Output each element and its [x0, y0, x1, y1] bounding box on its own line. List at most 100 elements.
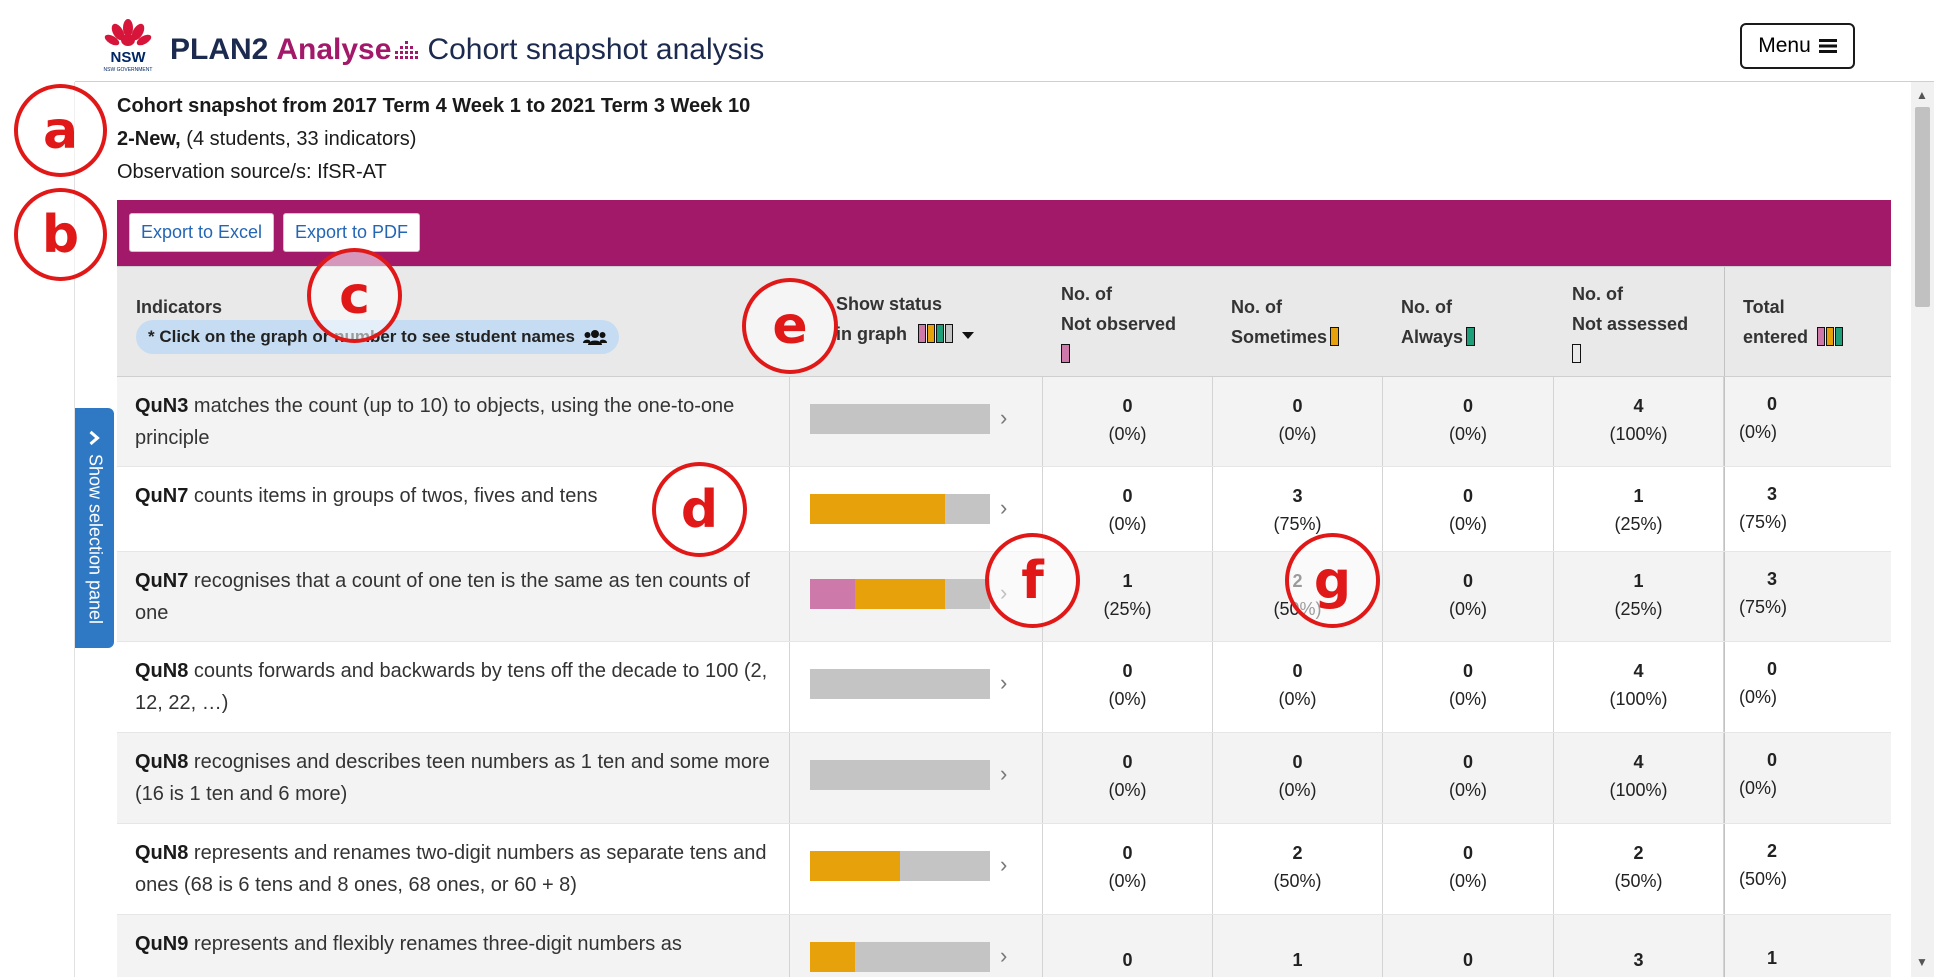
sometimes-percent[interactable]: (50%) [1273, 871, 1322, 891]
not-assessed-count[interactable]: 3 [1633, 950, 1644, 970]
not-assessed-cell[interactable]: 1 (25%) [1554, 467, 1724, 551]
status-bar-segment-not-assessed[interactable] [900, 851, 990, 881]
status-bar-segment-sometimes[interactable] [810, 851, 900, 881]
not-assessed-percent[interactable]: (50%) [1614, 871, 1663, 891]
always-percent[interactable]: (0%) [1448, 514, 1487, 534]
not-observed-count[interactable]: 0 [1122, 752, 1133, 772]
sometimes-count[interactable]: 1 [1292, 950, 1303, 970]
export-excel-button[interactable]: Export to Excel [129, 213, 275, 252]
not-observed-count[interactable]: 0 [1122, 486, 1133, 506]
chevron-right-icon[interactable]: › [1000, 761, 1008, 786]
not-observed-cell[interactable]: 0 (0%) [1043, 642, 1213, 732]
not-observed-cell[interactable]: 0 (0%) [1043, 467, 1213, 551]
not-assessed-count[interactable]: 4 [1633, 661, 1644, 681]
always-count[interactable]: 0 [1462, 843, 1473, 863]
always-percent[interactable]: (0%) [1448, 689, 1487, 709]
sometimes-cell[interactable]: 0 (0%) [1213, 642, 1383, 732]
status-graph-cell[interactable]: › [790, 915, 1043, 977]
show-selection-panel-tab[interactable]: Show selection panel [75, 408, 114, 648]
status-bar[interactable] [810, 494, 990, 524]
status-bar[interactable] [810, 404, 990, 434]
not-observed-percent[interactable]: (0%) [1108, 689, 1147, 709]
status-graph-cell[interactable]: › [790, 642, 1043, 732]
scroll-up-icon[interactable]: ▲ [1916, 88, 1928, 102]
status-graph-cell[interactable]: › [790, 377, 1043, 466]
status-bar[interactable] [810, 669, 990, 699]
not-observed-percent[interactable]: (0%) [1108, 424, 1147, 444]
not-assessed-percent[interactable]: (100%) [1609, 424, 1668, 444]
not-assessed-cell[interactable]: 4 (100%) [1554, 642, 1724, 732]
sometimes-count[interactable]: 2 [1292, 843, 1303, 863]
not-assessed-cell[interactable]: 3 [1554, 915, 1724, 977]
always-cell[interactable]: 0 (0%) [1383, 733, 1554, 823]
not-observed-percent[interactable]: (0%) [1108, 514, 1147, 534]
not-assessed-count[interactable]: 1 [1633, 486, 1644, 506]
not-observed-count[interactable]: 0 [1122, 950, 1133, 970]
sometimes-cell[interactable]: 3 (75%) [1213, 467, 1383, 551]
status-bar-segment-not-observed[interactable] [810, 579, 855, 609]
not-assessed-cell[interactable]: 4 (100%) [1554, 733, 1724, 823]
always-cell[interactable]: 0 [1383, 915, 1554, 977]
not-observed-percent[interactable]: (25%) [1103, 599, 1152, 619]
sometimes-count[interactable]: 0 [1292, 396, 1303, 416]
always-percent[interactable]: (0%) [1448, 871, 1487, 891]
not-observed-cell[interactable]: 1 (25%) [1043, 552, 1213, 641]
not-observed-count[interactable]: 1 [1122, 571, 1133, 591]
status-graph-cell[interactable]: › [790, 824, 1043, 914]
always-count[interactable]: 0 [1462, 752, 1473, 772]
not-assessed-percent[interactable]: (25%) [1614, 514, 1663, 534]
sometimes-percent[interactable]: (0%) [1278, 780, 1317, 800]
status-graph-cell[interactable]: › [790, 467, 1043, 551]
page-scrollbar[interactable]: ▲ ▼ [1911, 82, 1934, 977]
not-observed-percent[interactable]: (0%) [1108, 871, 1147, 891]
not-observed-cell[interactable]: 0 (0%) [1043, 733, 1213, 823]
not-observed-percent[interactable]: (0%) [1108, 780, 1147, 800]
not-assessed-percent[interactable]: (100%) [1609, 689, 1668, 709]
chevron-right-icon[interactable]: › [1000, 495, 1008, 520]
not-observed-count[interactable]: 0 [1122, 843, 1133, 863]
always-percent[interactable]: (0%) [1448, 780, 1487, 800]
sometimes-count[interactable]: 0 [1292, 661, 1303, 681]
not-observed-cell[interactable]: 0 (0%) [1043, 824, 1213, 914]
not-assessed-count[interactable]: 4 [1633, 752, 1644, 772]
not-assessed-percent[interactable]: (100%) [1609, 780, 1668, 800]
not-observed-cell[interactable]: 0 [1043, 915, 1213, 977]
chevron-right-icon[interactable]: › [1000, 943, 1008, 968]
status-bar-segment-not-assessed[interactable] [810, 669, 990, 699]
sometimes-cell[interactable]: 0 (0%) [1213, 733, 1383, 823]
status-graph-cell[interactable]: › [790, 733, 1043, 823]
sometimes-percent[interactable]: (0%) [1278, 689, 1317, 709]
always-cell[interactable]: 0 (0%) [1383, 467, 1554, 551]
sometimes-percent[interactable]: (0%) [1278, 424, 1317, 444]
not-observed-count[interactable]: 0 [1122, 661, 1133, 681]
status-bar-segment-sometimes[interactable] [810, 942, 855, 972]
always-count[interactable]: 0 [1462, 486, 1473, 506]
sometimes-count[interactable]: 0 [1292, 752, 1303, 772]
chevron-right-icon[interactable]: › [1000, 852, 1008, 877]
always-cell[interactable]: 0 (0%) [1383, 552, 1554, 641]
not-assessed-count[interactable]: 4 [1633, 396, 1644, 416]
sometimes-percent[interactable]: (75%) [1273, 514, 1322, 534]
status-bar[interactable] [810, 579, 990, 609]
always-percent[interactable]: (0%) [1448, 599, 1487, 619]
status-bar[interactable] [810, 851, 990, 881]
status-bar-segment-not-assessed[interactable] [945, 579, 990, 609]
always-count[interactable]: 0 [1462, 661, 1473, 681]
show-status-header[interactable]: Show status in graph [790, 267, 1043, 376]
always-cell[interactable]: 0 (0%) [1383, 824, 1554, 914]
chevron-right-icon[interactable]: › [1000, 405, 1008, 430]
sometimes-cell[interactable]: 1 [1213, 915, 1383, 977]
not-observed-count[interactable]: 0 [1122, 396, 1133, 416]
sometimes-count[interactable]: 3 [1292, 486, 1303, 506]
always-count[interactable]: 0 [1462, 571, 1473, 591]
always-cell[interactable]: 0 (0%) [1383, 377, 1554, 466]
not-assessed-cell[interactable]: 4 (100%) [1554, 377, 1724, 466]
status-bar-segment-not-assessed[interactable] [810, 404, 990, 434]
status-bar[interactable] [810, 942, 990, 972]
scrollbar-thumb[interactable] [1915, 107, 1930, 307]
always-percent[interactable]: (0%) [1448, 424, 1487, 444]
always-cell[interactable]: 0 (0%) [1383, 642, 1554, 732]
always-count[interactable]: 0 [1462, 950, 1473, 970]
not-assessed-percent[interactable]: (25%) [1614, 599, 1663, 619]
scroll-down-icon[interactable]: ▼ [1916, 955, 1928, 969]
